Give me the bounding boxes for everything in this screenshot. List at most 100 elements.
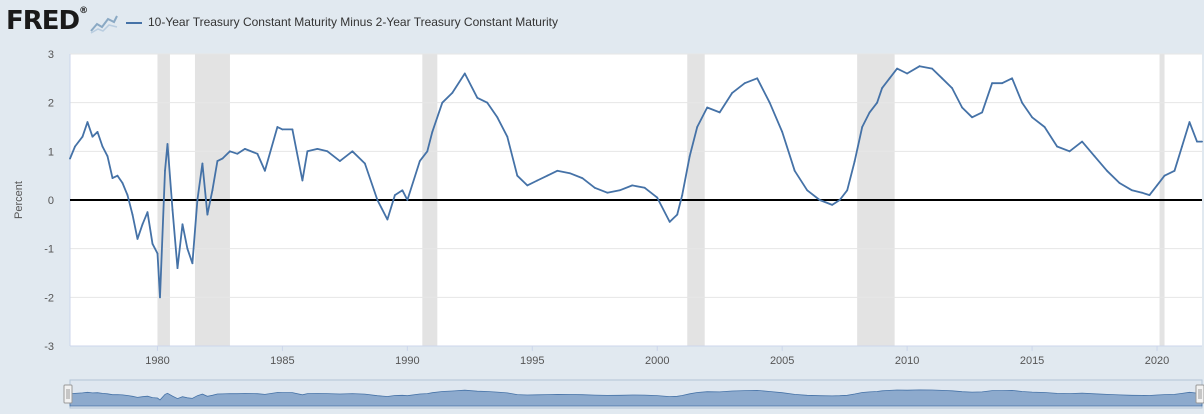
- data-point: [676, 213, 679, 216]
- data-point: [376, 199, 379, 201]
- data-point: [876, 101, 879, 104]
- data-point: [146, 211, 149, 214]
- navigator-handle-left[interactable]: [63, 384, 73, 404]
- data-point: [431, 130, 434, 133]
- data-point: [831, 203, 834, 206]
- data-point: [418, 160, 421, 162]
- y-tick-label: 0: [48, 195, 54, 207]
- data-point: [441, 101, 444, 104]
- data-point: [731, 92, 734, 94]
- data-point: [451, 92, 454, 94]
- data-point: [393, 194, 396, 197]
- data-point: [743, 82, 746, 85]
- data-point: [643, 186, 646, 189]
- data-point: [338, 160, 341, 162]
- data-point: [264, 169, 266, 172]
- x-tick-label: 2005: [770, 355, 794, 367]
- data-point: [1001, 82, 1003, 85]
- chart-header: FRED® 10-Year Treasury Constant Maturity…: [0, 0, 1204, 46]
- data-point: [656, 196, 659, 199]
- series-line: [69, 65, 1202, 299]
- data-point: [681, 194, 684, 197]
- fred-chart-icon: [90, 15, 118, 34]
- data-point: [618, 189, 621, 192]
- data-point: [991, 82, 993, 85]
- data-point: [781, 130, 784, 133]
- data-point: [951, 87, 954, 89]
- data-point: [159, 296, 161, 299]
- data-point: [96, 130, 99, 133]
- data-point: [981, 111, 983, 114]
- legend-swatch: [126, 22, 142, 24]
- data-point: [291, 128, 294, 131]
- data-point: [881, 87, 884, 89]
- data-point: [86, 121, 89, 124]
- data-point: [1181, 145, 1183, 148]
- x-tick-label: 1980: [145, 355, 169, 367]
- data-point: [631, 184, 634, 187]
- data-point: [244, 148, 246, 150]
- data-point: [229, 150, 231, 153]
- data-point: [1196, 140, 1198, 143]
- data-point: [486, 101, 489, 104]
- y-axis-label: Percent: [13, 181, 25, 219]
- x-tick-label: 1995: [520, 355, 544, 367]
- data-point: [696, 126, 699, 128]
- data-point: [1201, 140, 1203, 143]
- data-point: [1131, 189, 1133, 192]
- data-point: [888, 77, 891, 80]
- data-point: [1118, 182, 1121, 184]
- x-tick-label: 2020: [1145, 355, 1169, 367]
- data-point: [166, 143, 169, 145]
- fred-logo[interactable]: FRED®: [6, 6, 88, 36]
- data-point: [301, 179, 304, 182]
- data-point: [568, 172, 571, 175]
- data-point: [896, 67, 899, 70]
- data-point: [941, 77, 944, 80]
- y-tick-label: -1: [44, 244, 54, 256]
- data-point: [756, 77, 759, 80]
- y-axis-ticks: -3 -2 -1 0 1 2 3: [44, 49, 54, 353]
- data-point: [221, 157, 224, 160]
- data-point: [868, 111, 871, 114]
- data-point: [718, 111, 721, 114]
- data-point: [506, 135, 509, 138]
- data-point: [216, 160, 219, 162]
- data-point: [326, 150, 329, 153]
- data-point: [101, 145, 104, 148]
- data-point: [81, 135, 84, 138]
- data-point: [1141, 191, 1143, 194]
- data-point: [69, 157, 71, 160]
- x-tick-label: 1990: [395, 355, 419, 367]
- data-point: [463, 72, 466, 75]
- data-point: [971, 116, 974, 119]
- x-axis-ticks: 1980 1985 1990 1995 2000 2005 2010 2015 2020: [145, 346, 1169, 367]
- data-point: [176, 267, 179, 270]
- data-point: [768, 101, 771, 104]
- y-tick-label: 1: [48, 146, 54, 158]
- data-point: [918, 65, 921, 68]
- data-point: [1148, 194, 1151, 197]
- data-point: [201, 162, 204, 165]
- data-point: [961, 106, 964, 109]
- data-point: [706, 106, 709, 109]
- data-point: [386, 218, 389, 221]
- navigator-handle-right[interactable]: [1195, 384, 1204, 404]
- data-point: [853, 160, 856, 162]
- data-point: [306, 150, 309, 153]
- data-point: [151, 242, 154, 245]
- legend-series-label: 10-Year Treasury Constant Maturity Minus…: [148, 15, 558, 29]
- data-point: [1093, 155, 1096, 158]
- y-tick-label: -2: [44, 292, 54, 304]
- data-point: [1163, 174, 1166, 177]
- data-point: [581, 177, 584, 180]
- data-point: [171, 208, 174, 211]
- data-point: [861, 126, 864, 128]
- data-point: [1188, 121, 1191, 124]
- data-point: [606, 191, 609, 194]
- x-tick-label: 2015: [1020, 355, 1044, 367]
- data-point: [211, 189, 214, 192]
- data-point: [1043, 126, 1046, 128]
- data-point: [688, 155, 691, 158]
- data-point: [106, 155, 109, 158]
